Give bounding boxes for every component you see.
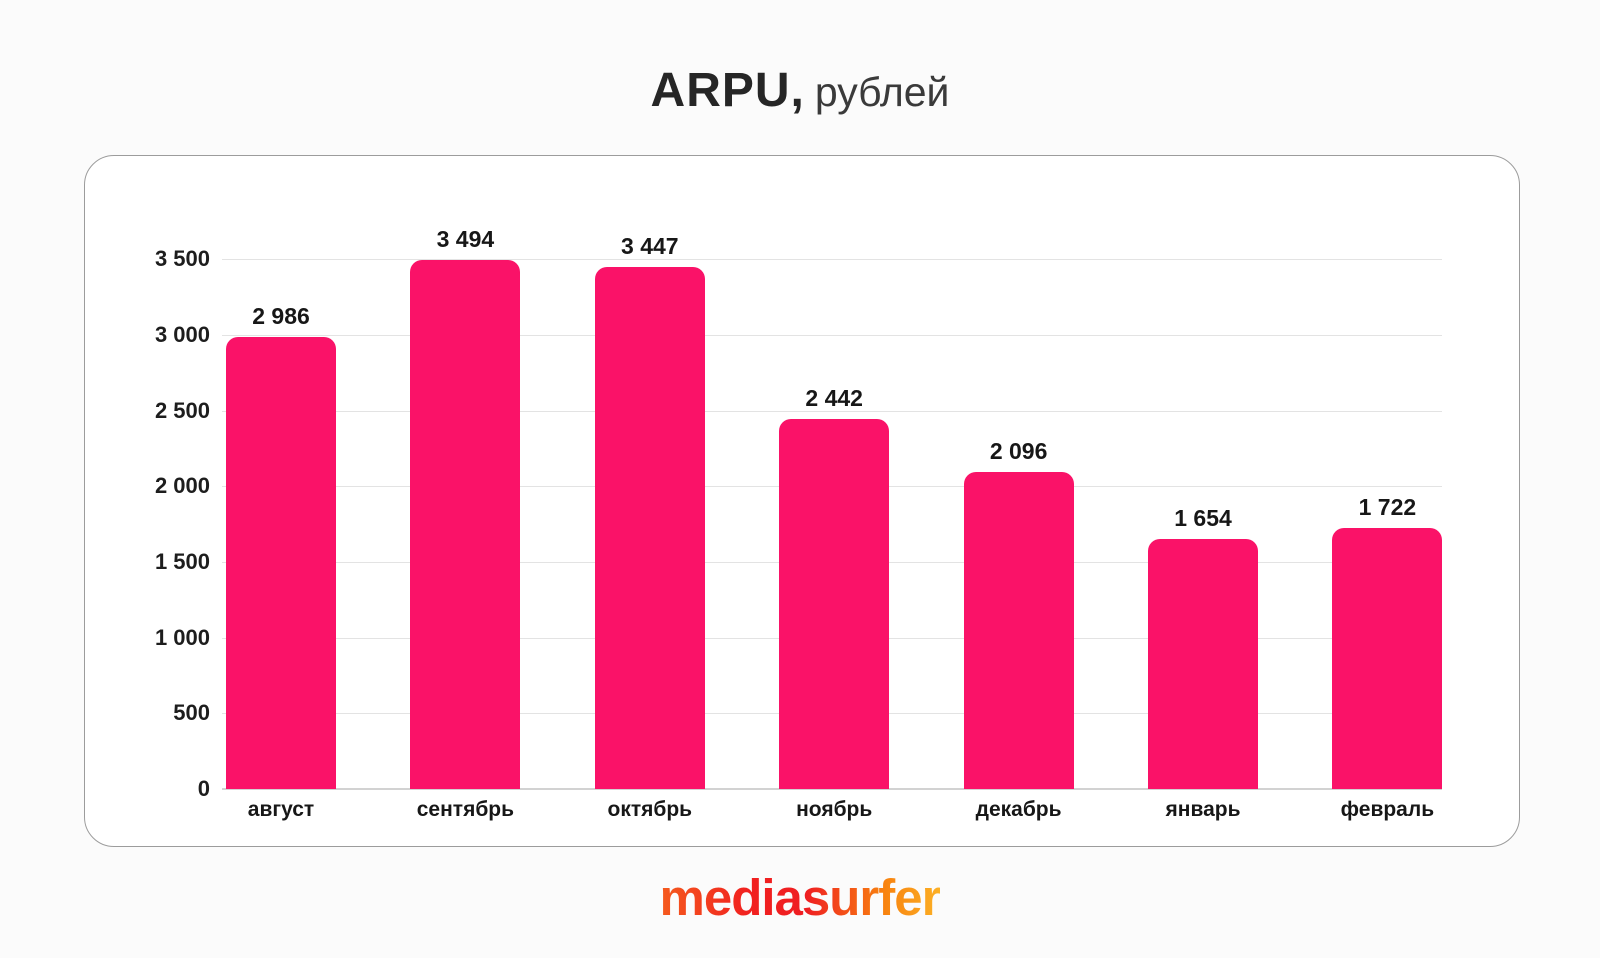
x-tick-label: декабрь — [975, 798, 1062, 821]
y-tick-label: 500 — [173, 700, 210, 726]
footer-logo: mediasurfer — [0, 868, 1600, 927]
y-tick-label: 1 500 — [154, 548, 210, 574]
x-tick-label: сентябрь — [416, 798, 515, 821]
y-tick-label: 3 500 — [154, 246, 210, 272]
page-title: ARPU, рублей — [0, 63, 1600, 118]
bar-value-label: 1 654 — [1174, 504, 1232, 531]
title-sub: рублей — [814, 69, 950, 115]
gridline — [222, 334, 1442, 336]
bar-value-label: 3 494 — [436, 226, 495, 252]
x-tick-label: февраль — [1340, 798, 1435, 821]
bar-value-label: 2 096 — [989, 437, 1048, 464]
bar — [226, 336, 336, 789]
y-tick-label: 1 000 — [154, 624, 210, 650]
bar — [410, 260, 521, 789]
title-main: ARPU, — [650, 64, 805, 117]
bar-value-label: 2 442 — [805, 385, 863, 412]
gridline — [222, 410, 1442, 412]
bar — [1148, 538, 1258, 789]
bar-value-label: 1 722 — [1358, 494, 1417, 521]
x-axis-line — [222, 788, 1442, 790]
brand-logo: mediasurfer — [659, 869, 942, 926]
bar — [1332, 528, 1443, 789]
x-tick-label: октябрь — [607, 798, 693, 821]
x-tick-label: ноябрь — [796, 798, 873, 821]
y-tick-label: 0 — [197, 776, 210, 801]
bar — [963, 471, 1074, 789]
bar-value-label: 3 447 — [621, 233, 679, 260]
y-tick-label: 3 000 — [154, 321, 210, 347]
x-tick-label: август — [247, 798, 315, 821]
y-tick-label: 2 500 — [154, 397, 210, 423]
x-tick-label: январь — [1165, 798, 1241, 821]
bar-value-label: 2 986 — [252, 302, 310, 329]
bar — [594, 267, 705, 789]
bar — [779, 419, 890, 789]
y-tick-label: 2 000 — [154, 473, 210, 499]
gridline — [222, 259, 1442, 261]
